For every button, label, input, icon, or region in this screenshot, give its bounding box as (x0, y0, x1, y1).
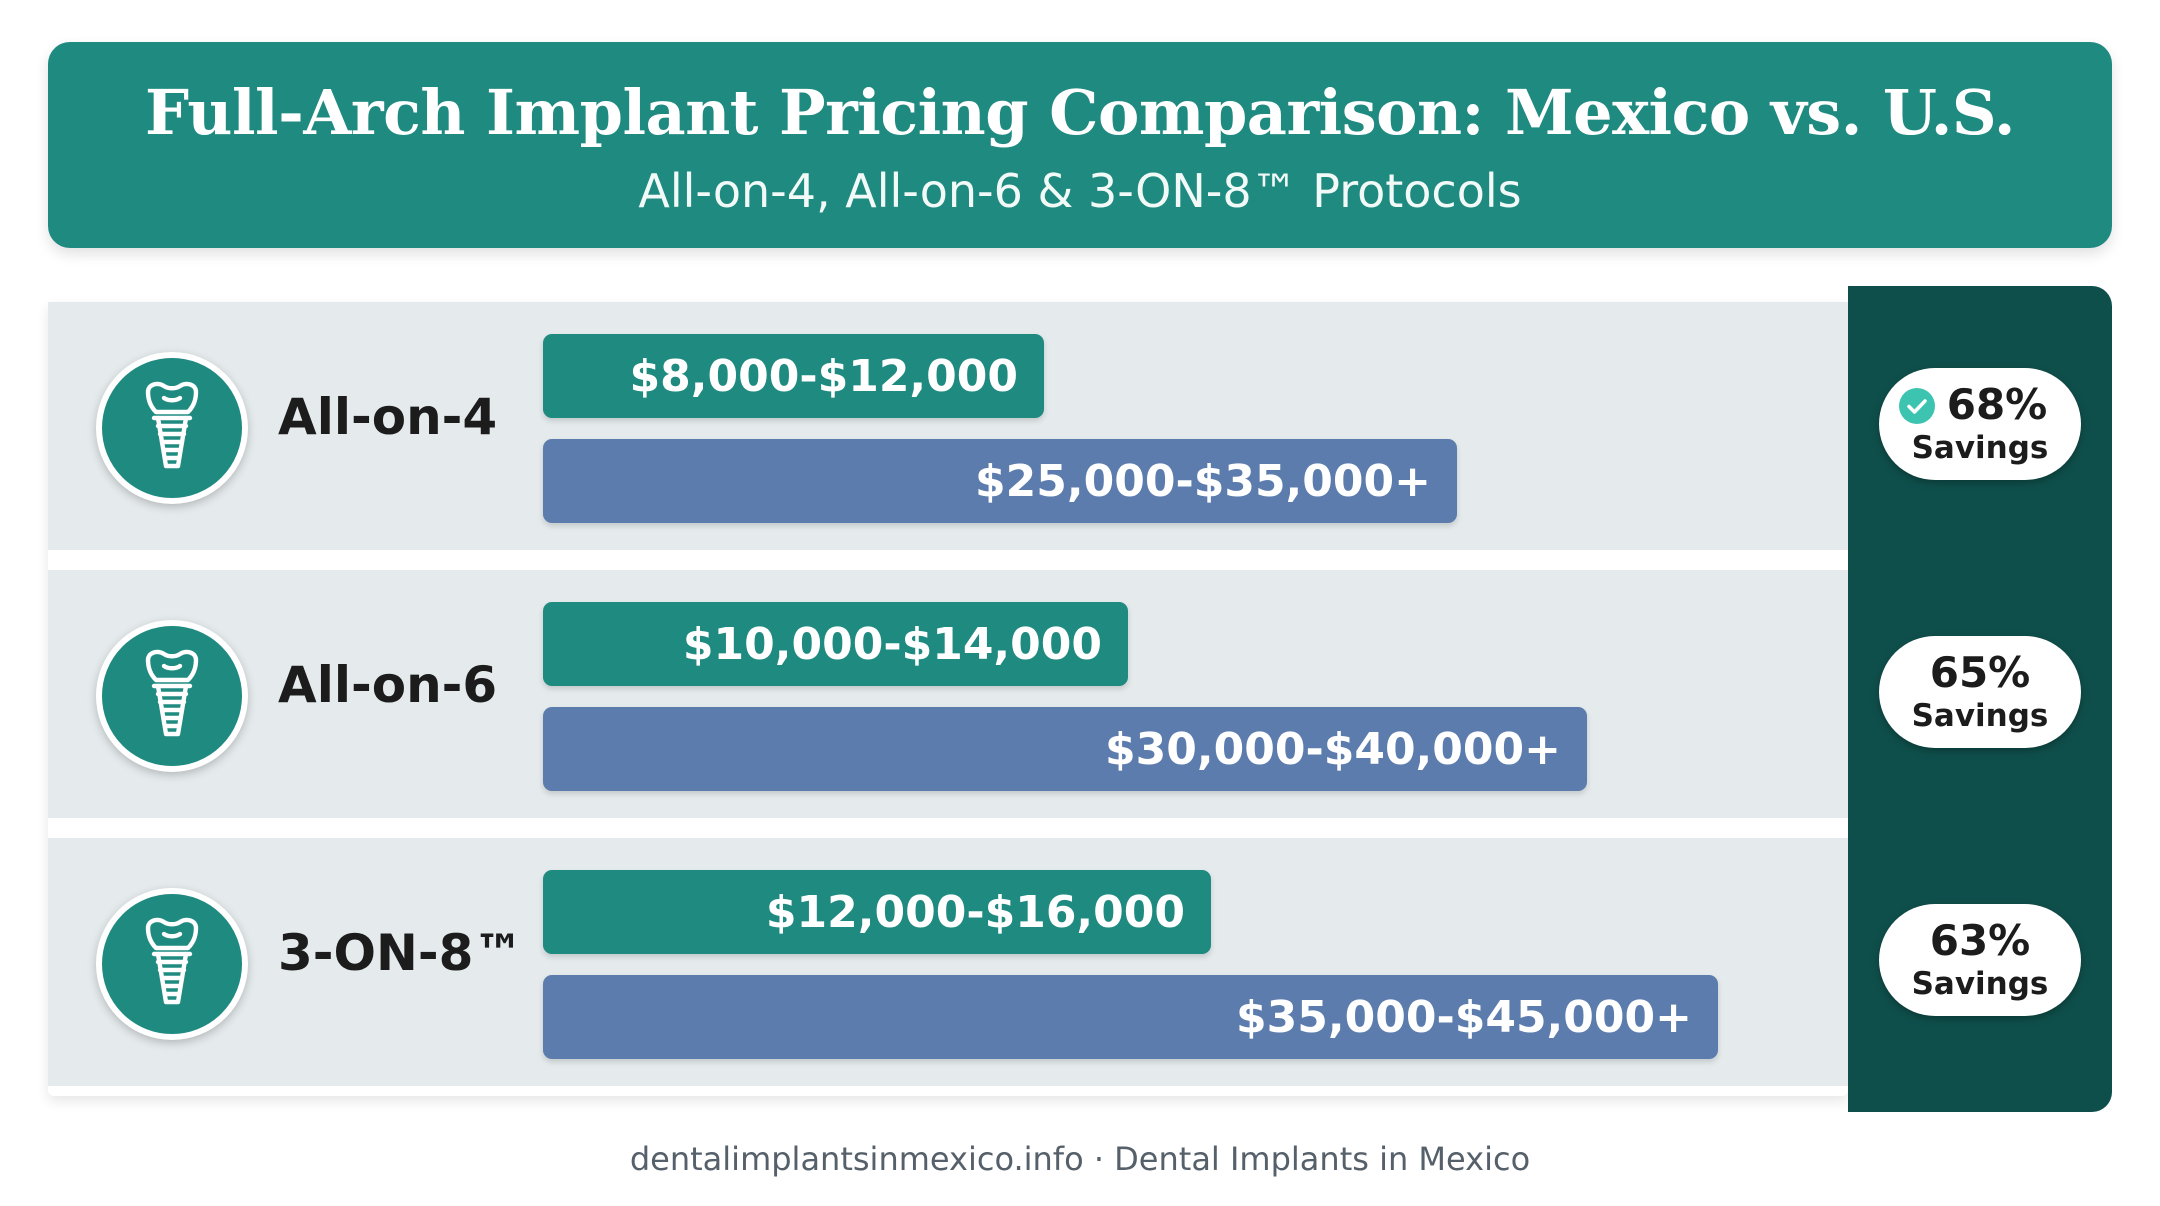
savings-percent: 68% (1946, 380, 2048, 429)
comparison-panel: All-on-4 $8,000-$12,000 $25,000-$35,000+… (48, 286, 2112, 1112)
protocol-label: 3-ON-8™ (278, 924, 524, 982)
savings-column: 68% Savings 65% Savings 63% Savings (1848, 286, 2112, 1112)
savings-percent: 65% (1929, 648, 2031, 697)
savings-label: Savings (1911, 966, 2049, 1002)
mexico-price-bar: $8,000-$12,000 (543, 334, 1044, 418)
protocol-row-all-on-6: All-on-6 $10,000-$14,000 $30,000-$40,000… (48, 570, 1848, 818)
savings-label: Savings (1911, 698, 2049, 734)
us-price-bar: $25,000-$35,000+ (543, 439, 1457, 523)
chart-subtitle: All-on-4, All-on-6 & 3-ON-8™ Protocols (638, 164, 1522, 218)
savings-badge: 68% Savings (1879, 368, 2081, 480)
protocol-label: All-on-6 (278, 656, 498, 714)
savings-percent: 63% (1929, 916, 2031, 965)
mexico-price-bar: $12,000-$16,000 (543, 870, 1211, 954)
protocol-row-all-on-4: All-on-4 $8,000-$12,000 $25,000-$35,000+ (48, 302, 1848, 550)
protocol-label: All-on-4 (278, 388, 498, 446)
savings-badge: 65% Savings (1879, 636, 2081, 748)
check-icon (1899, 388, 1935, 424)
chart-header: Full-Arch Implant Pricing Comparison: Me… (48, 42, 2112, 248)
dental-implant-icon (96, 888, 248, 1040)
savings-label: Savings (1911, 430, 2049, 466)
dental-implant-icon (96, 352, 248, 504)
us-price-bar: $30,000-$40,000+ (543, 707, 1587, 791)
mexico-price-bar: $10,000-$14,000 (543, 602, 1128, 686)
protocol-row-3-on-8: 3-ON-8™ $12,000-$16,000 $35,000-$45,000+ (48, 838, 1848, 1086)
chart-title: Full-Arch Implant Pricing Comparison: Me… (144, 76, 2016, 149)
footer-source: dentalimplantsinmexico.info · Dental Imp… (629, 1140, 1531, 1178)
us-price-bar: $35,000-$45,000+ (543, 975, 1718, 1059)
dental-implant-icon (96, 620, 248, 772)
savings-badge: 63% Savings (1879, 904, 2081, 1016)
